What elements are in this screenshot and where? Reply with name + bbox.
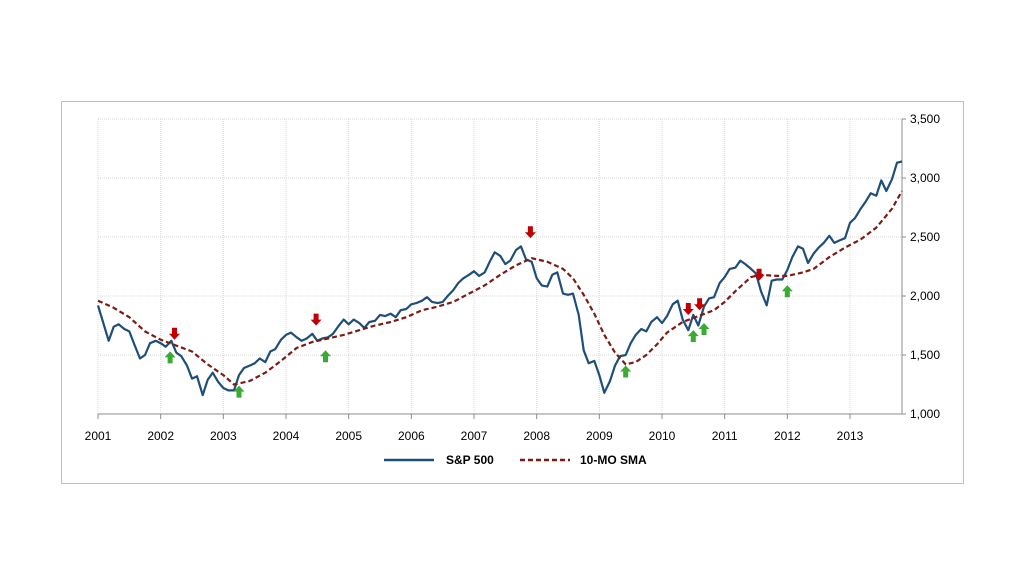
- x-tick-label: 2013: [837, 429, 864, 443]
- sell-signal-arrow-icon: [694, 298, 706, 311]
- buy-signal-arrow-icon: [233, 385, 245, 398]
- y-tick-label: 2,000: [910, 289, 940, 303]
- buy-signal-arrow-icon: [781, 285, 793, 298]
- x-tick-label: 2012: [774, 429, 801, 443]
- axes: 1,000 1,500 2,000 2,500 3,000 3,500 2001 2002 20…: [85, 112, 941, 443]
- buy-signal-arrow-icon: [320, 350, 331, 363]
- buy-signal-arrow-icon: [698, 323, 710, 335]
- legend-label-sma: 10-MO SMA: [580, 453, 647, 467]
- y-tick-label: 2,500: [910, 230, 940, 244]
- y-tick-label: 3,000: [910, 171, 940, 185]
- series-line-sp500: [96, 160, 903, 397]
- series-layer: [96, 160, 903, 397]
- x-tick-label: 2004: [273, 429, 300, 443]
- chart: 1,000 1,500 2,000 2,500 3,000 3,500 2001 2002 20…: [85, 112, 941, 467]
- signal-layer: [164, 226, 793, 398]
- x-tick-label: 2001: [85, 429, 112, 443]
- sell-signal-arrow-icon: [169, 327, 180, 340]
- buy-signal-arrow-icon: [687, 330, 699, 343]
- x-tick-label: 2009: [586, 429, 613, 443]
- buy-signal-arrow-icon: [164, 351, 176, 364]
- x-tick-label: 2006: [398, 429, 425, 443]
- sell-signal-arrow-icon: [310, 313, 322, 326]
- x-tick-label: 2008: [523, 429, 550, 443]
- buy-signal-arrow-icon: [620, 365, 632, 378]
- y-tick-label: 1,000: [910, 407, 940, 421]
- grid: [97, 118, 902, 414]
- sell-signal-arrow-icon: [524, 226, 536, 239]
- x-tick-label: 2011: [712, 429, 738, 443]
- x-tick-label: 2005: [335, 429, 362, 443]
- legend: S&P 500 10-MO SMA: [384, 453, 647, 467]
- chart-frame: 1,000 1,500 2,000 2,500 3,000 3,500 2001 2002 20…: [61, 101, 964, 484]
- y-tick-label: 1,500: [910, 348, 940, 362]
- x-tick-label: 2002: [147, 429, 174, 443]
- sell-signal-arrow-icon: [753, 268, 765, 281]
- legend-label-sp500: S&P 500: [446, 453, 494, 467]
- x-tick-label: 2003: [210, 429, 237, 443]
- x-tick-label: 2010: [649, 429, 676, 443]
- y-tick-label: 3,500: [910, 112, 940, 126]
- x-tick-label: 2007: [461, 429, 488, 443]
- series-line-sma: [97, 190, 903, 386]
- sell-signal-arrow-icon: [682, 303, 694, 315]
